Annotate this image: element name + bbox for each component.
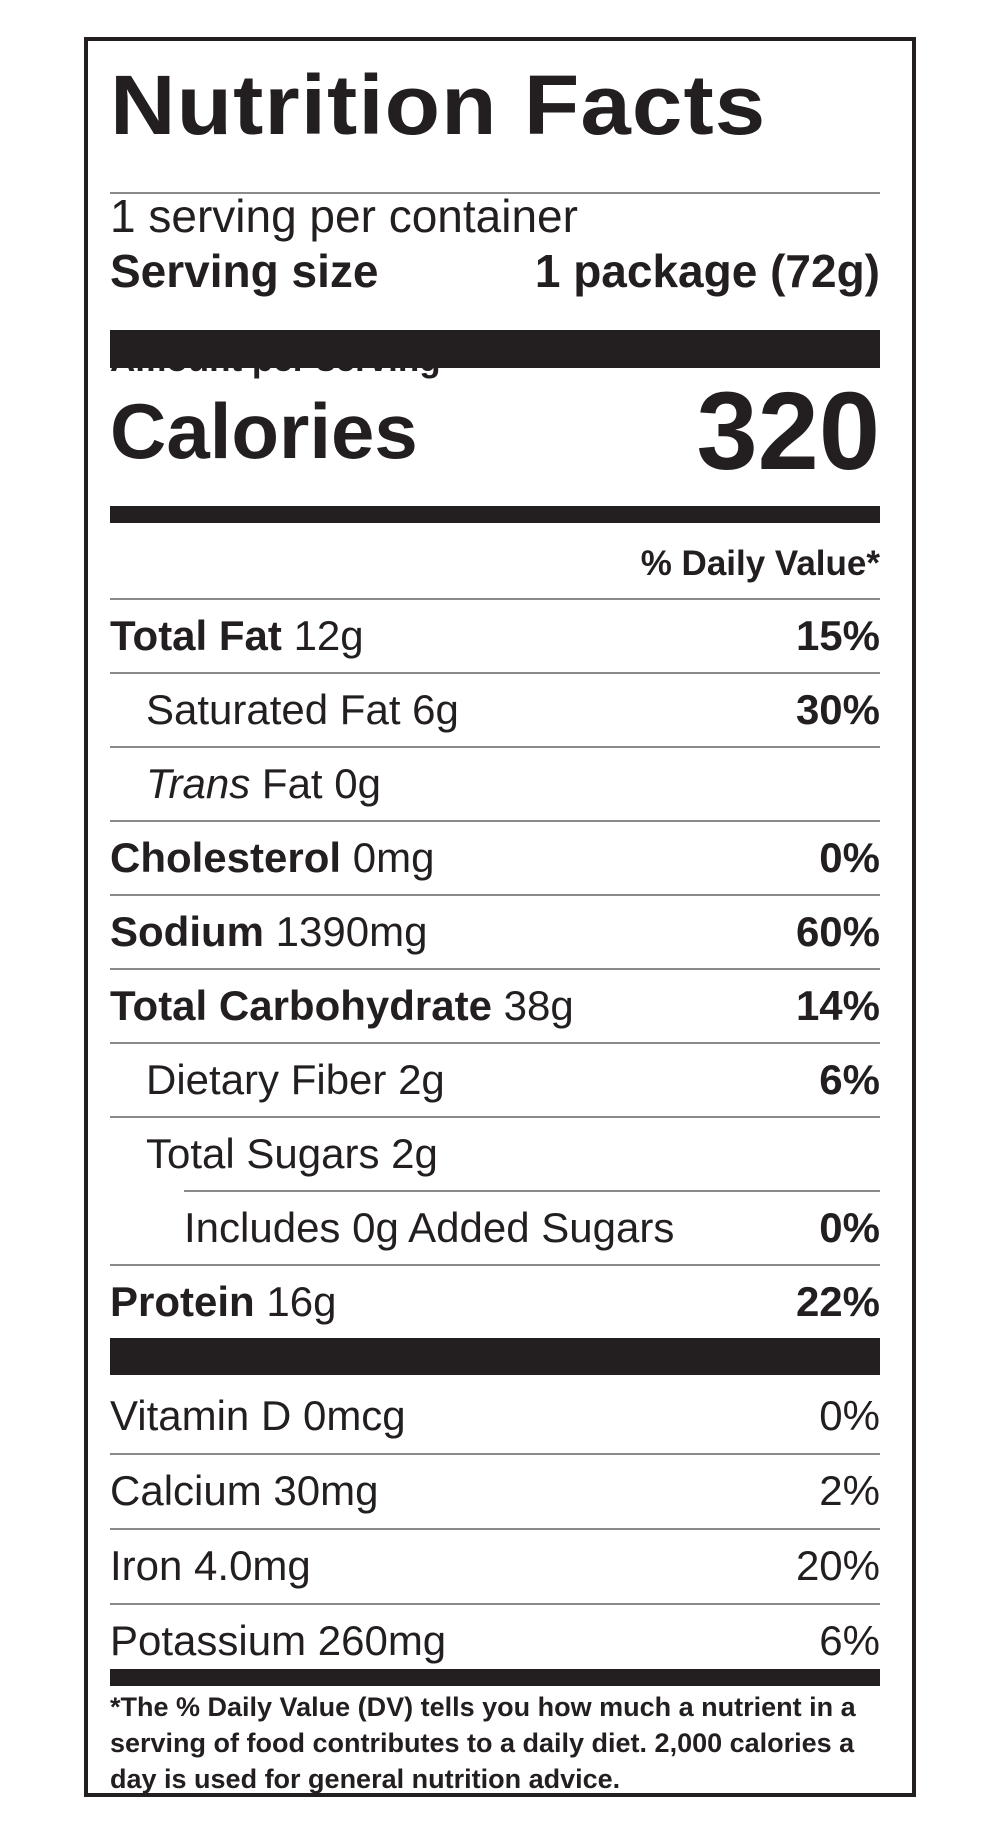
nutrient-row-cholesterol: Cholesterol 0mg 0% (110, 821, 880, 894)
divider (110, 820, 880, 822)
divider (110, 1042, 880, 1044)
divider (110, 1264, 880, 1266)
nutrient-name: Trans (146, 759, 251, 807)
nutrient-row-trans-fat: Trans Fat 0g (110, 747, 880, 820)
nutrient-row-total-fat: Total Fat 12g 15% (110, 599, 880, 672)
label-content: Nutrition Facts 1 serving per container … (110, 41, 880, 1794)
nutrient-amount: 12g (293, 611, 364, 659)
nutrient-daily-value: 14% (795, 981, 880, 1029)
nutrient-daily-value: 30% (795, 685, 880, 733)
vitamin-row-potassium: Potassium 260mg 6% (110, 1604, 880, 1678)
divider (110, 1116, 880, 1118)
calories-label: Calories (110, 386, 418, 475)
nutrient-name: Total Fat (110, 611, 282, 659)
nutrient-row-dietary-fiber: Dietary Fiber 2g 6% (110, 1043, 880, 1116)
divider (110, 672, 880, 674)
nutrient-daily-value: 22% (795, 1277, 880, 1325)
vitamin-row-vitamin-d: Vitamin D 0mcg 0% (110, 1379, 880, 1453)
nutrient-name: Cholesterol (110, 833, 342, 881)
vitamin-row-calcium: Calcium 30mg 2% (110, 1454, 880, 1528)
vitamin-daily-value: 2% (819, 1467, 880, 1514)
nutrient-daily-value: 15% (795, 611, 880, 659)
daily-value-header: % Daily Value* (640, 544, 880, 583)
nutrient-amount: 6g (412, 685, 459, 733)
nutrient-amount: 2g (391, 1129, 438, 1177)
divider (110, 1603, 880, 1605)
nutrient-name: Total Sugars (146, 1129, 380, 1177)
serving-size-value: 1 package (72g) (534, 245, 880, 297)
nutrient-amount: 1390mg (275, 907, 428, 955)
medium-divider (110, 1669, 880, 1686)
medium-divider (110, 506, 880, 523)
nutrient-daily-value: 0% (819, 1203, 880, 1251)
nutrient-row-saturated-fat: Saturated Fat 6g 30% (110, 673, 880, 746)
nutrient-row-sodium: Sodium 1390mg 60% (110, 895, 880, 968)
nutrient-amount: 0mg (352, 833, 435, 881)
nutrient-amount: 16g (266, 1277, 337, 1325)
serving-size-row: Serving size 1 package (72g) (110, 241, 880, 301)
nutrient-name: Dietary Fiber (146, 1055, 387, 1103)
divider (184, 1190, 880, 1192)
vitamin-text: Potassium 260mg (110, 1617, 447, 1664)
divider (110, 968, 880, 970)
nutrient-name: Includes 0g Added Sugars (184, 1203, 675, 1251)
calories-row: Calories 320 (110, 370, 880, 493)
serving-size-label: Serving size (110, 245, 379, 297)
nutrient-name: Total Carbohydrate (110, 981, 492, 1029)
amount-per-serving: Amount per serving (110, 340, 441, 379)
vitamin-text: Calcium 30mg (110, 1467, 379, 1514)
vitamin-row-iron: Iron 4.0mg 20% (110, 1529, 880, 1603)
daily-value-footnote: *The % Daily Value (DV) tells you how mu… (110, 1692, 856, 1794)
divider (110, 746, 880, 748)
divider (110, 1453, 880, 1455)
nutrient-amount: 0g (334, 759, 381, 807)
divider (110, 598, 880, 600)
vitamin-daily-value: 20% (795, 1542, 880, 1589)
nutrient-name-suffix: Fat (261, 759, 323, 807)
nutrient-name: Saturated Fat (146, 685, 401, 733)
servings-per-container: 1 serving per container (110, 190, 578, 242)
nutrient-row-total-sugars: Total Sugars 2g (110, 1117, 880, 1190)
vitamin-daily-value: 6% (819, 1617, 880, 1664)
nutrient-amount: 2g (398, 1055, 445, 1103)
vitamin-text: Iron 4.0mg (110, 1542, 311, 1589)
thick-divider (110, 1338, 880, 1375)
nutrient-row-total-carbohydrate: Total Carbohydrate 38g 14% (110, 969, 880, 1042)
nutrient-name: Sodium (110, 907, 264, 955)
divider (110, 192, 880, 194)
divider (110, 1528, 880, 1530)
thick-divider (110, 330, 880, 368)
nutrient-amount: 38g (503, 981, 574, 1029)
nutrient-row-protein: Protein 16g 22% (110, 1265, 880, 1338)
divider (110, 894, 880, 896)
calories-value: 320 (696, 369, 880, 493)
nutrient-daily-value: 0% (819, 833, 880, 881)
nutrient-daily-value: 6% (819, 1055, 880, 1103)
nutrient-name: Protein (110, 1277, 255, 1325)
label-title: Nutrition Facts (110, 57, 767, 152)
vitamin-text: Vitamin D 0mcg (110, 1392, 406, 1439)
vitamin-daily-value: 0% (819, 1392, 880, 1439)
nutrient-row-added-sugars: Includes 0g Added Sugars 0% (110, 1191, 880, 1264)
nutrition-facts-label: Nutrition Facts 1 serving per container … (84, 37, 916, 1797)
nutrient-daily-value: 60% (795, 907, 880, 955)
